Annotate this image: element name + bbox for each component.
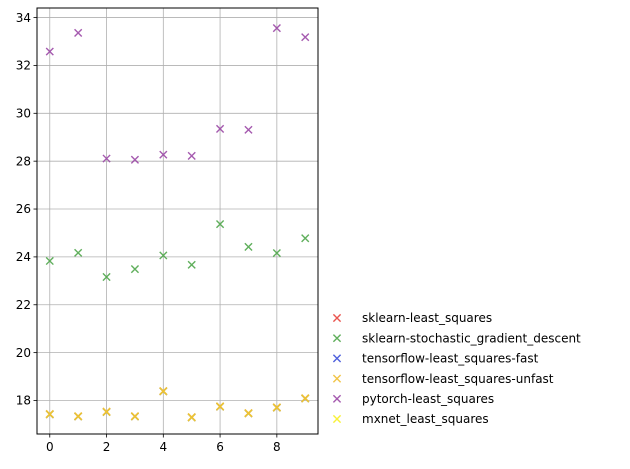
legend-label: sklearn-stochastic_gradient_descent: [362, 331, 581, 345]
data-point: [74, 411, 83, 421]
y-tick-label: 28: [16, 154, 31, 168]
legend-item: mxnet_least_squares: [332, 412, 489, 426]
data-point: [272, 248, 281, 258]
data-point: [301, 234, 310, 243]
legend: sklearn-least_squares sklearn-stochastic_…: [332, 311, 581, 426]
legend-item: pytorch-least_squares: [332, 392, 494, 406]
data-point: [187, 412, 196, 422]
y-tick-label: 30: [16, 107, 31, 121]
legend-label: tensorflow-least_squares-unfast: [362, 372, 554, 386]
y-tick-label: 32: [16, 59, 31, 73]
grid: [37, 8, 318, 434]
x-tick-label: 4: [159, 440, 167, 454]
data-points: [45, 24, 310, 422]
legend-marker: [332, 354, 342, 363]
data-point: [272, 403, 281, 412]
y-tick-label: 20: [16, 346, 31, 360]
y-tick-label: 18: [16, 394, 31, 408]
data-point: [102, 272, 111, 282]
data-point: [187, 260, 196, 269]
data-point: [301, 33, 310, 42]
data-point: [45, 47, 54, 56]
y-tick-label: 26: [16, 202, 31, 216]
series-tensorflow-least_squares-fast: [45, 387, 310, 422]
series-pytorch-least_squares: [45, 24, 310, 164]
legend-item: sklearn-stochastic_gradient_descent: [332, 331, 581, 345]
data-point: [102, 154, 111, 163]
legend-marker: [332, 374, 342, 383]
legend-marker: [332, 414, 342, 424]
series-sklearn-least_squares: [45, 387, 310, 422]
data-point: [45, 409, 54, 418]
data-point: [159, 150, 168, 159]
legend-marker: [332, 313, 342, 323]
plot-frame: [36, 7, 319, 435]
legend-item: tensorflow-least_squares-fast: [332, 352, 539, 366]
x-axis: 0 2 4 6 8: [46, 434, 281, 454]
data-point: [102, 407, 111, 416]
legend-label: pytorch-least_squares: [362, 392, 494, 406]
legend-label: sklearn-least_squares: [362, 311, 492, 325]
data-point: [74, 248, 83, 257]
legend-item: sklearn-least_squares: [332, 311, 492, 325]
y-tick-label: 24: [16, 250, 31, 264]
y-tick-label: 34: [16, 11, 31, 25]
legend-item: tensorflow-least_squares-unfast: [332, 372, 554, 386]
series-mxnet_least_squares: [45, 387, 310, 422]
legend-label: mxnet_least_squares: [362, 412, 489, 426]
series-tensorflow-least_squares-unfast: [45, 386, 310, 422]
data-point: [215, 402, 225, 411]
data-point: [130, 155, 140, 164]
data-point: [187, 151, 196, 160]
x-tick-label: 6: [216, 440, 224, 454]
legend-label: tensorflow-least_squares-fast: [362, 352, 539, 366]
data-point: [244, 242, 253, 251]
y-axis: 18 20 22 24 26 28 30 32 34: [16, 11, 37, 408]
data-point: [159, 251, 168, 260]
y-tick-label: 22: [16, 298, 31, 312]
x-tick-label: 8: [273, 440, 281, 454]
data-point: [74, 28, 83, 37]
series-sklearn-stochastic_gradient_descent: [45, 220, 310, 282]
x-tick-label: 2: [103, 440, 111, 454]
data-point: [272, 24, 281, 33]
data-point: [215, 124, 225, 133]
data-point: [244, 125, 253, 134]
data-point: [45, 256, 54, 266]
legend-marker: [332, 394, 342, 403]
data-point: [130, 411, 140, 421]
x-tick-label: 0: [46, 440, 54, 454]
data-point: [244, 408, 253, 418]
legend-marker: [332, 334, 342, 343]
data-point: [159, 386, 168, 396]
data-point: [215, 220, 225, 229]
data-point: [301, 394, 310, 403]
data-point: [130, 265, 140, 274]
